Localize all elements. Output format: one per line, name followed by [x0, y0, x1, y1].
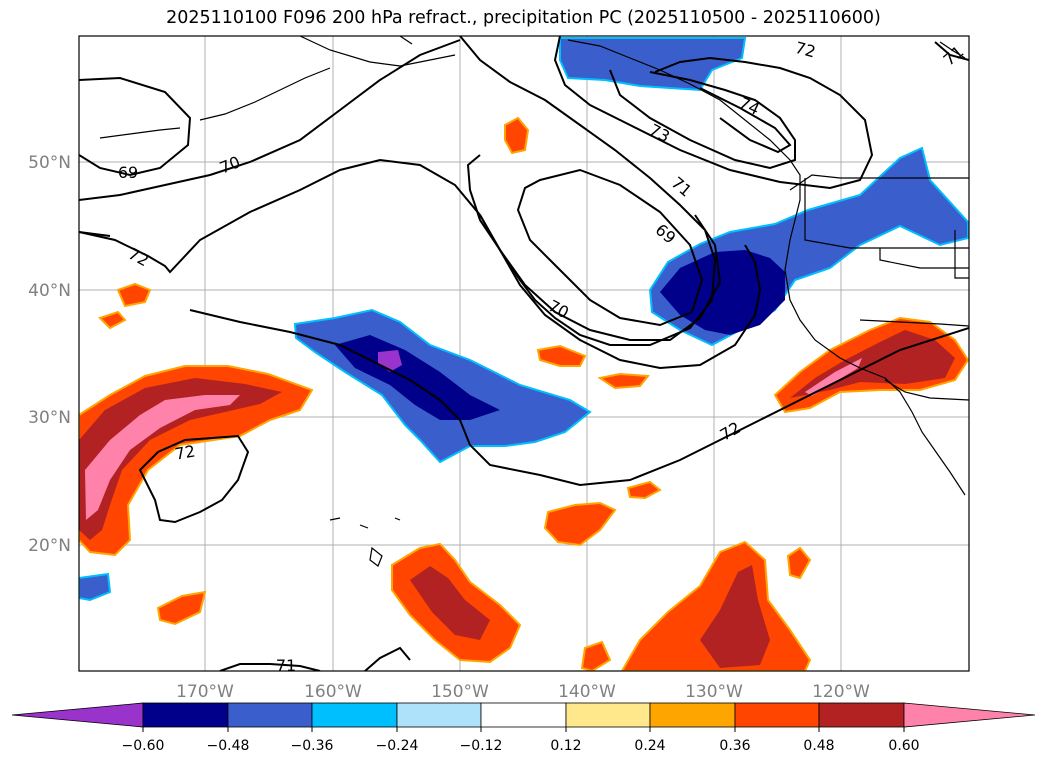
pink-region-east [805, 358, 862, 396]
contour-69-west [79, 76, 192, 177]
contour-71-bottom [364, 646, 411, 671]
colorbar-tick-label: −0.36 [291, 738, 334, 754]
lon-label: 120°W [812, 682, 870, 702]
colorbar-tick-label: −0.48 [207, 738, 250, 754]
contour-label: 72 [173, 441, 196, 463]
colorbar-segment [565, 702, 651, 728]
red-region-small-4 [597, 372, 650, 390]
red-region-small-1 [543, 501, 617, 547]
coastlines [99, 36, 969, 567]
lat-label: 20°N [28, 536, 71, 556]
blue-region-north [559, 37, 747, 92]
contour-74 [699, 87, 792, 154]
precip-negative-regions [79, 37, 969, 602]
red-region-small-2 [504, 116, 530, 155]
contour-label: 69 [118, 163, 138, 182]
colorbar-tick-label: 0.24 [634, 738, 665, 754]
lat-label: 30°N [28, 408, 71, 428]
contour-72-south-loop [138, 434, 250, 524]
contour-73 [609, 69, 796, 170]
contour-69-center [516, 168, 704, 327]
colorbar-segment [818, 702, 905, 728]
blue-region-west-edge [79, 572, 112, 602]
red-region-small-8 [626, 480, 662, 500]
contour-70-west [79, 39, 461, 201]
colorbar-tick-label: 0.48 [803, 738, 834, 754]
colorbar-segment [227, 702, 313, 728]
darkred-region-south-east [700, 565, 770, 668]
contour-label: 71 [276, 656, 296, 675]
red-region-small-3 [536, 344, 587, 367]
contour-71-south [219, 663, 321, 671]
contour-72-main [79, 231, 969, 487]
lon-label: 170°W [176, 682, 234, 702]
colorbar-tick-label: 0.12 [550, 738, 581, 754]
lon-label: 150°W [431, 682, 489, 702]
colorbar-tick-label: −0.24 [376, 738, 419, 754]
red-region-small-5 [116, 282, 152, 308]
colorbar: −0.60 −0.48 −0.36 −0.24 −0.12 0.12 0.24 … [11, 702, 1036, 754]
colorbar-tick-label: −0.60 [122, 738, 165, 754]
red-region-small-7 [156, 590, 207, 626]
red-region-small-10 [580, 640, 612, 671]
lat-label: 50°N [28, 153, 71, 173]
contour-72-north [553, 36, 874, 190]
colorbar-tick-label: −0.12 [460, 738, 503, 754]
colorbar-extend-right [903, 702, 1036, 728]
darkred-region-south-center [410, 566, 490, 640]
navy-region-central [335, 335, 500, 420]
refractivity-contours [79, 36, 969, 671]
latitude-labels: 50°N 40°N 30°N 20°N [28, 153, 71, 556]
colorbar-extend-left [11, 702, 144, 728]
lon-label: 140°W [558, 682, 616, 702]
colorbar-segment [480, 702, 567, 728]
lat-label: 40°N [28, 281, 71, 301]
map-frame [78, 35, 970, 672]
colorbar-tick-label: 0.36 [719, 738, 750, 754]
contour-70-center [479, 214, 722, 341]
pink-region-west [85, 395, 240, 520]
contour-label: 72 [793, 38, 818, 62]
navy-region-main [660, 250, 785, 335]
red-region-small-9 [786, 546, 812, 580]
lon-label: 130°W [685, 682, 743, 702]
colorbar-segment [734, 702, 820, 728]
contour-71-ne [934, 41, 969, 61]
darkred-region-west [79, 378, 282, 540]
colorbar-segment [142, 702, 229, 728]
colorbar-segment [649, 702, 736, 728]
map-title: 2025110100 F096 200 hPa refract., precip… [166, 8, 881, 28]
colorbar-tick-label: 0.60 [888, 738, 919, 754]
precip-positive-regions [79, 116, 969, 671]
red-region-small-6 [98, 310, 127, 330]
longitude-labels: 170°W 160°W 150°W 140°W 130°W 120°W [176, 682, 870, 702]
colorbar-segment [311, 702, 398, 728]
lon-label: 160°W [304, 682, 362, 702]
colorbar-segment [396, 702, 482, 728]
